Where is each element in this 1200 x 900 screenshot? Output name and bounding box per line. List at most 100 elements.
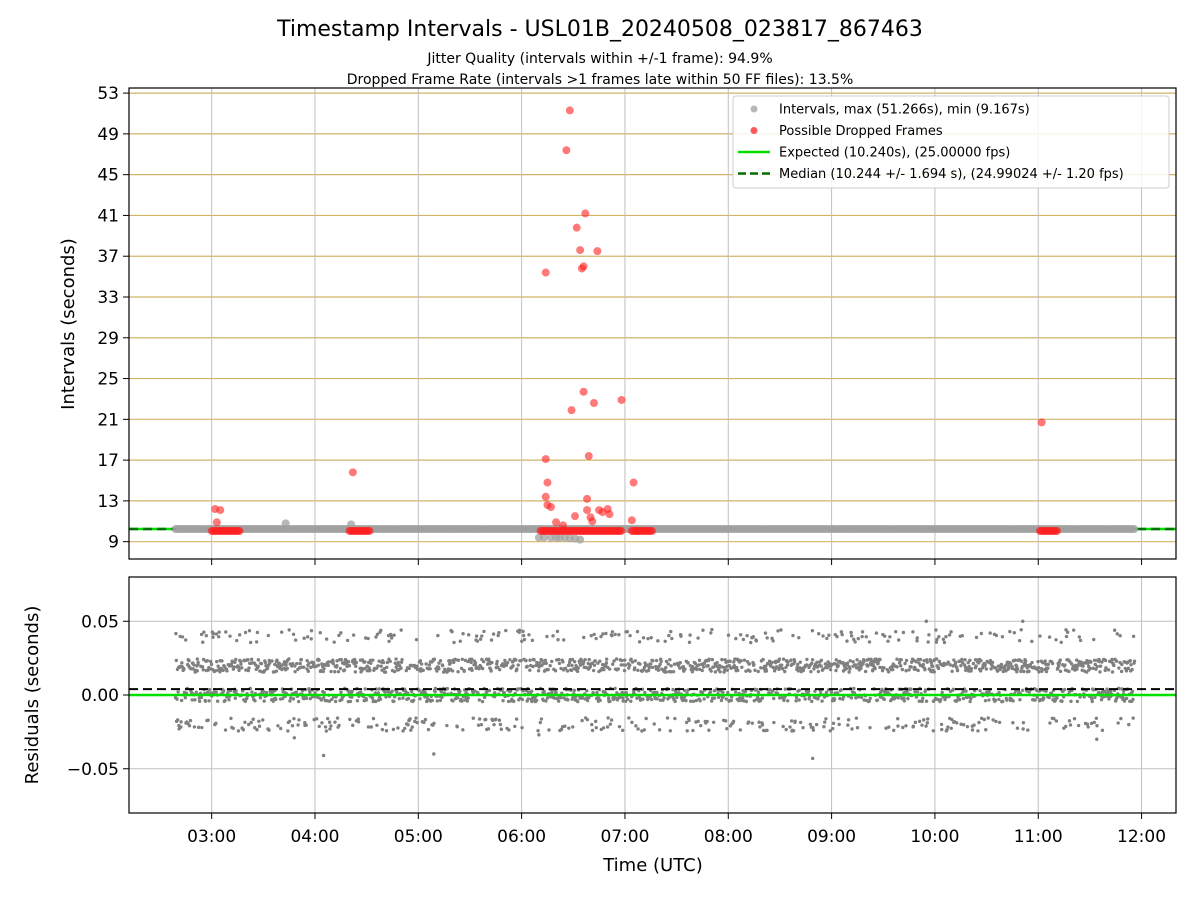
residual-point — [304, 696, 309, 701]
residual-point — [755, 687, 759, 692]
residual-point — [845, 661, 850, 665]
residual-point — [380, 727, 385, 732]
residual-point — [788, 725, 792, 729]
residual-point — [1059, 640, 1063, 645]
residual-point — [214, 721, 218, 726]
residual-point — [1021, 619, 1025, 623]
residual-point — [285, 666, 289, 671]
residual-point — [266, 633, 271, 638]
residual-point — [917, 719, 922, 724]
residual-point — [655, 697, 659, 701]
residual-point — [855, 658, 859, 662]
residual-point — [233, 696, 238, 700]
residual-point — [201, 668, 205, 672]
residual-point — [527, 633, 531, 637]
residual-point — [872, 660, 876, 664]
residual-point — [663, 639, 667, 644]
dropped-frame-point — [627, 516, 636, 525]
residual-point — [1130, 667, 1134, 672]
residual-point — [911, 724, 916, 728]
residual-point — [1067, 719, 1072, 723]
residual-point — [629, 657, 633, 661]
residual-point — [392, 633, 396, 637]
residual-point — [317, 724, 321, 729]
residual-point — [707, 728, 711, 732]
dropped-frame-point — [588, 517, 597, 526]
residual-point — [874, 657, 878, 661]
residual-point — [950, 669, 954, 673]
residual-point — [590, 722, 594, 727]
residual-point — [243, 699, 248, 704]
dropped-frame-point — [235, 526, 244, 535]
residual-point — [506, 699, 511, 704]
residual-point — [373, 699, 378, 704]
residual-point — [305, 658, 309, 663]
residual-point — [664, 659, 669, 664]
residual-point — [214, 690, 218, 694]
residual-point — [1022, 669, 1026, 674]
residual-point — [688, 699, 693, 703]
residual-point — [461, 631, 465, 636]
residual-point — [180, 635, 185, 639]
residual-point — [211, 631, 216, 636]
residual-point — [1047, 695, 1051, 700]
residual-point — [371, 716, 376, 721]
residual-point — [383, 722, 388, 726]
residual-point — [770, 660, 774, 665]
residual-point — [451, 699, 455, 703]
residual-point — [672, 662, 677, 666]
residual-point — [617, 724, 622, 729]
residual-point — [448, 661, 453, 665]
residual-point — [473, 689, 477, 693]
residual-point — [179, 720, 183, 724]
x-tick-label: 12:00 — [1117, 827, 1166, 847]
residual-point — [531, 664, 535, 669]
dropped-frame-point — [541, 492, 550, 501]
residual-point — [1001, 699, 1005, 704]
residual-point — [232, 665, 236, 669]
residual-point — [1091, 666, 1095, 670]
residual-point — [742, 658, 747, 662]
residual-point — [821, 667, 825, 671]
residual-point — [508, 689, 513, 693]
residual-point — [485, 662, 490, 666]
residual-point — [691, 699, 696, 703]
residual-point — [407, 666, 411, 671]
residual-point — [418, 659, 423, 663]
interval-point — [1130, 525, 1139, 534]
residual-point — [505, 660, 510, 665]
residual-point — [204, 633, 209, 638]
residual-point — [270, 659, 274, 663]
residual-point — [249, 720, 253, 725]
x-tick-label: 08:00 — [704, 827, 753, 847]
residual-point — [641, 636, 646, 640]
x-tick-label: 05:00 — [394, 827, 443, 847]
residual-point — [822, 725, 826, 729]
residual-point — [448, 658, 452, 663]
residual-point — [236, 729, 241, 733]
top-y-tick-label: 9 — [108, 533, 119, 553]
dropped-frame-point — [365, 526, 374, 535]
residual-point — [1021, 688, 1025, 692]
residual-point — [1021, 727, 1025, 731]
residual-point — [697, 658, 702, 663]
residual-point — [845, 639, 849, 643]
residual-point — [930, 664, 935, 669]
residual-point — [765, 636, 769, 640]
residual-point — [972, 723, 976, 727]
residual-point — [955, 668, 960, 673]
residual-point — [1030, 660, 1034, 665]
residual-point — [1119, 716, 1123, 721]
residual-point — [937, 635, 941, 639]
residual-point — [297, 718, 301, 722]
residual-point — [276, 724, 280, 728]
residual-point — [316, 663, 321, 667]
residual-point — [899, 658, 903, 662]
residual-point — [793, 719, 797, 723]
residual-point — [451, 660, 456, 665]
residual-point — [460, 657, 464, 662]
x-tick-label: 10:00 — [910, 827, 959, 847]
dropped-frame-point — [541, 455, 550, 464]
top-y-tick-label: 53 — [97, 84, 119, 104]
residual-point — [358, 690, 363, 694]
